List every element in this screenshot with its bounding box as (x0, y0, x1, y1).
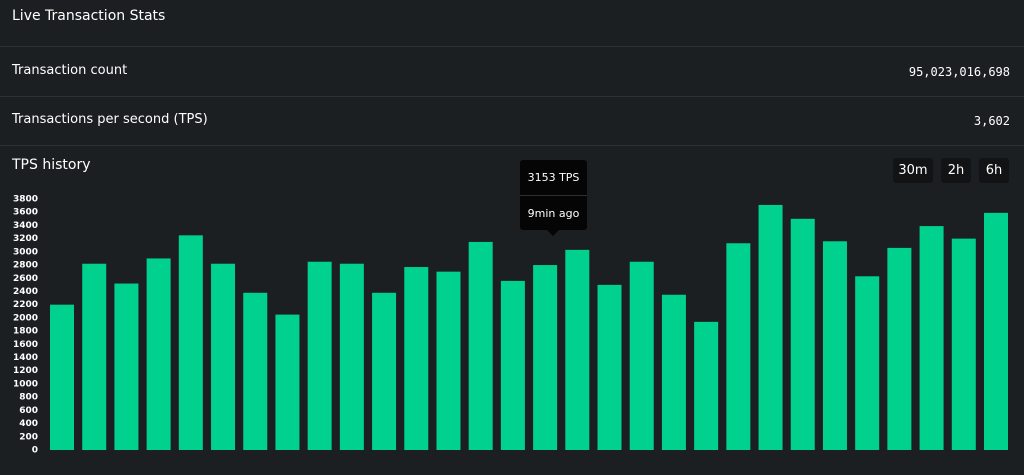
divider (0, 145, 1024, 146)
bar (855, 276, 880, 450)
y-tick-label: 3000 (13, 247, 38, 257)
bar (597, 284, 622, 450)
range-button[interactable]: 2h (941, 158, 971, 183)
y-tick-label: 2200 (13, 300, 38, 310)
page-title: Live Transaction Stats (12, 8, 166, 24)
bar (565, 249, 590, 450)
y-tick-label: 600 (19, 406, 38, 416)
bar (211, 263, 236, 450)
y-tick-label: 3600 (13, 208, 38, 218)
bar (887, 247, 912, 450)
y-tick-label: 800 (19, 393, 38, 403)
bar (404, 267, 429, 450)
bar (146, 258, 171, 450)
y-tick-label: 0 (32, 446, 38, 456)
bar (372, 292, 397, 450)
tooltip-time: 9min ago (527, 207, 580, 220)
bar (533, 265, 558, 450)
stat-label: Transaction count (12, 63, 128, 78)
bar (984, 212, 1008, 450)
bar (307, 261, 332, 450)
bar (790, 218, 815, 450)
y-tick-label: 2000 (13, 313, 38, 323)
tooltip-value: 3153 TPS (520, 160, 587, 196)
bar (951, 238, 976, 450)
stat-label: Transactions per second (TPS) (12, 112, 208, 127)
bar (758, 204, 783, 450)
range-button[interactable]: 30m (893, 158, 933, 183)
y-tick-label: 1800 (13, 327, 38, 337)
y-tick-label: 400 (19, 419, 38, 429)
bar (919, 226, 944, 450)
divider (0, 96, 1024, 97)
bar (822, 241, 847, 450)
bar (114, 283, 139, 450)
bar (243, 292, 268, 450)
bar (629, 261, 654, 450)
y-tick-label: 1000 (13, 379, 38, 389)
bar (436, 271, 461, 450)
stat-value: 95,023,016,698 (908, 65, 1010, 79)
chart-title: TPS history (12, 157, 91, 173)
y-tick-label: 2400 (13, 287, 38, 297)
y-tick-label: 3200 (13, 234, 38, 244)
tooltip: 3153 TPS 9min ago (520, 160, 587, 230)
y-tick-label: 2800 (13, 261, 38, 271)
bar (339, 263, 364, 450)
bar (661, 294, 686, 450)
stat-value: 3,602 (973, 114, 1010, 128)
bar (275, 314, 300, 450)
bar (82, 263, 107, 450)
bar (178, 235, 203, 450)
y-tick-label: 1400 (13, 353, 38, 363)
y-tick-label: 3800 (13, 195, 38, 205)
y-tick-label: 1600 (13, 340, 38, 350)
bar (468, 241, 493, 450)
y-tick-label: 2600 (13, 274, 38, 284)
bar (50, 304, 74, 450)
bar (500, 280, 525, 450)
range-button[interactable]: 6h (979, 158, 1009, 183)
divider (0, 46, 1024, 47)
y-tick-label: 200 (19, 432, 38, 442)
tooltip-arrow (547, 230, 559, 236)
y-tick-label: 3400 (13, 221, 38, 231)
bar (726, 243, 751, 450)
y-tick-label: 1200 (13, 366, 38, 376)
bar (694, 321, 719, 450)
